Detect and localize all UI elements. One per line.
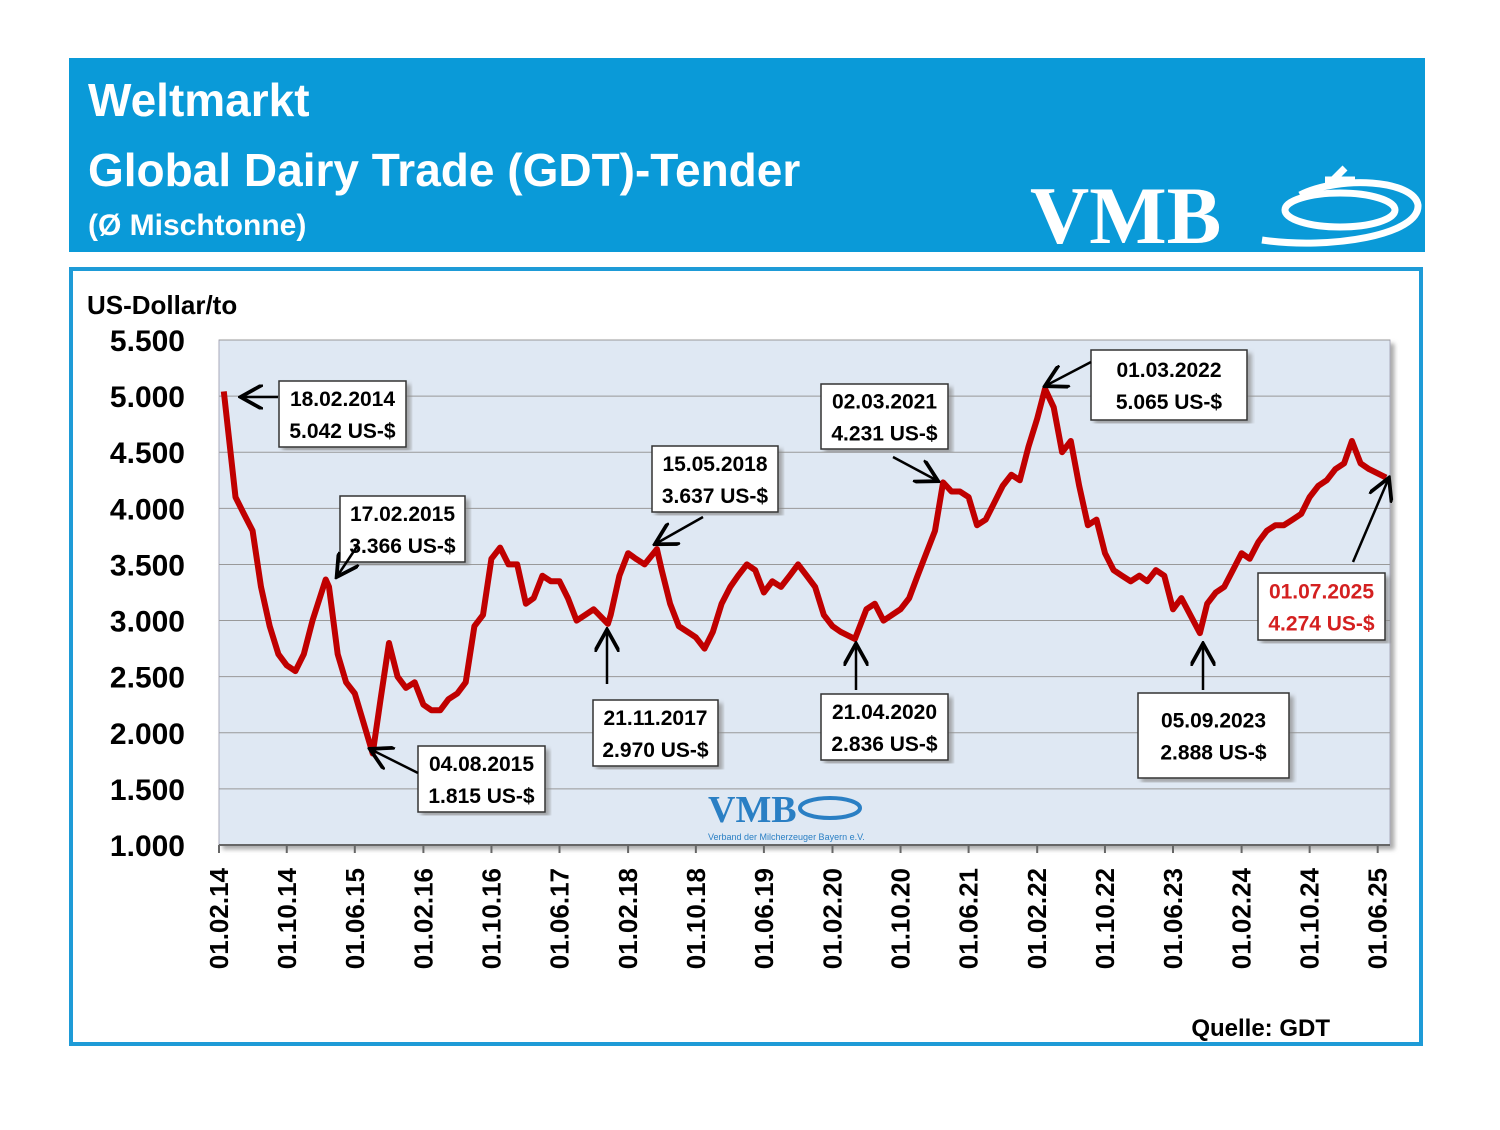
x-tick-label: 01.02.18 <box>613 868 643 969</box>
annotation-date: 01.03.2022 <box>1116 359 1221 382</box>
annotation-box <box>1257 572 1386 641</box>
x-tick-label: 01.10.22 <box>1090 868 1120 969</box>
header-subtitle: Global Dairy Trade (GDT)-Tender <box>88 144 800 196</box>
annotation: 01.07.2025 4.274 US-$ <box>1257 480 1388 641</box>
annotation-value: 2.836 US-$ <box>831 733 938 756</box>
x-tick-label: 01.10.16 <box>476 868 506 969</box>
annotation-box <box>592 699 719 767</box>
y-tick-label: 3.500 <box>110 549 185 582</box>
x-tick-label: 01.02.16 <box>408 868 438 969</box>
x-tick-label: 01.06.15 <box>340 868 370 969</box>
annotation-value: 3.637 US-$ <box>662 485 769 508</box>
header-title: Weltmarkt <box>88 74 310 126</box>
header-note: (Ø Mischtonne) <box>88 209 306 242</box>
annotation-box <box>278 380 407 448</box>
annotation-value: 4.231 US-$ <box>831 423 938 446</box>
x-tick-label: 01.02.14 <box>204 867 234 969</box>
annotation: 18.02.2014 5.042 US-$ <box>243 380 407 448</box>
annotation-date: 02.03.2021 <box>832 391 937 414</box>
x-tick-label: 01.02.22 <box>1022 868 1052 969</box>
annotation: 15.05.2018 3.637 US-$ <box>651 445 779 543</box>
x-tick-label: 01.02.20 <box>818 868 848 969</box>
annotation-date: 01.07.2025 <box>1269 581 1374 604</box>
watermark-swirl <box>798 796 862 820</box>
annotation: 01.03.2022 5.065 US-$ <box>1047 349 1248 421</box>
annotation-arrow <box>1047 360 1092 385</box>
annotation-date: 17.02.2015 <box>350 503 455 526</box>
x-tick-label: 01.06.21 <box>954 868 984 969</box>
annotation-value: 3.366 US-$ <box>349 535 456 558</box>
annotation-date: 18.02.2014 <box>290 388 395 411</box>
annotation-box <box>820 693 949 761</box>
x-tick-label: 01.06.17 <box>544 868 574 969</box>
annotation-box <box>1137 692 1290 779</box>
annotation-box <box>417 745 546 813</box>
watermark-caption: Verband der Milcherzeuger Bayern e.V. <box>708 832 865 842</box>
y-tick-label: 2.000 <box>110 718 185 751</box>
y-tick-label: 2.500 <box>110 662 185 695</box>
annotation-date: 15.05.2018 <box>662 453 767 476</box>
x-tick-label: 01.06.23 <box>1158 868 1188 969</box>
y-tick-label: 5.500 <box>110 325 185 358</box>
annotation-value: 5.042 US-$ <box>289 420 396 443</box>
annotation-arrow <box>338 544 358 575</box>
annotation-date: 21.04.2020 <box>832 701 937 724</box>
x-tick-label: 01.02.24 <box>1227 867 1257 969</box>
annotation-date: 04.08.2015 <box>429 753 534 776</box>
annotation: 17.02.2015 3.366 US-$ <box>338 495 466 575</box>
x-tick-label: 01.10.20 <box>886 868 916 969</box>
header-logo: VMB <box>1030 170 1221 261</box>
watermark-logo: VMB <box>708 789 797 831</box>
x-tick-label: 01.06.25 <box>1363 868 1393 969</box>
annotation-date: 21.11.2017 <box>604 707 708 730</box>
y-tick-label: 1.000 <box>110 830 185 863</box>
x-tick-label: 01.10.24 <box>1295 867 1325 969</box>
annotation-box <box>651 445 779 513</box>
annotation: 21.04.2020 2.836 US-$ <box>820 646 949 761</box>
annotation: 05.09.2023 2.888 US-$ <box>1137 646 1290 779</box>
annotation-arrow <box>372 750 419 775</box>
annotation: 04.08.2015 1.815 US-$ <box>372 745 546 813</box>
y-tick-label: 4.500 <box>110 437 185 470</box>
annotation-value: 2.970 US-$ <box>602 739 709 762</box>
y-tick-label: 5.000 <box>110 381 185 414</box>
annotation-value: 4.274 US-$ <box>1268 613 1375 636</box>
y-tick-label: 1.500 <box>110 774 185 807</box>
chart-frame <box>69 267 1423 1046</box>
annotation-box <box>339 495 466 563</box>
annotation: 21.11.2017 2.970 US-$ <box>592 632 719 767</box>
annotation-arrow <box>1351 480 1388 563</box>
annotation-arrow <box>892 455 936 480</box>
annotation-box <box>820 383 949 450</box>
logo-swirl <box>1261 165 1422 247</box>
x-tick-label: 01.10.18 <box>681 868 711 969</box>
annotation-box <box>1090 349 1248 421</box>
annotation: 02.03.2021 4.231 US-$ <box>820 383 949 480</box>
header-band <box>69 58 1425 252</box>
annotation-value: 5.065 US-$ <box>1116 391 1223 414</box>
source: Quelle: GDT <box>1191 1015 1330 1042</box>
y-axis-label: US-Dollar/to <box>87 290 237 320</box>
annotation-value: 1.815 US-$ <box>428 785 535 808</box>
annotation-value: 2.888 US-$ <box>1160 742 1267 765</box>
annotation-date: 05.09.2023 <box>1161 710 1266 733</box>
x-tick-label: 01.10.14 <box>272 867 302 969</box>
annotation-arrow <box>657 515 704 543</box>
x-tick-label: 01.06.19 <box>749 868 779 969</box>
price-line <box>220 385 1388 757</box>
y-tick-label: 3.000 <box>110 606 185 639</box>
y-tick-label: 4.000 <box>110 493 185 526</box>
